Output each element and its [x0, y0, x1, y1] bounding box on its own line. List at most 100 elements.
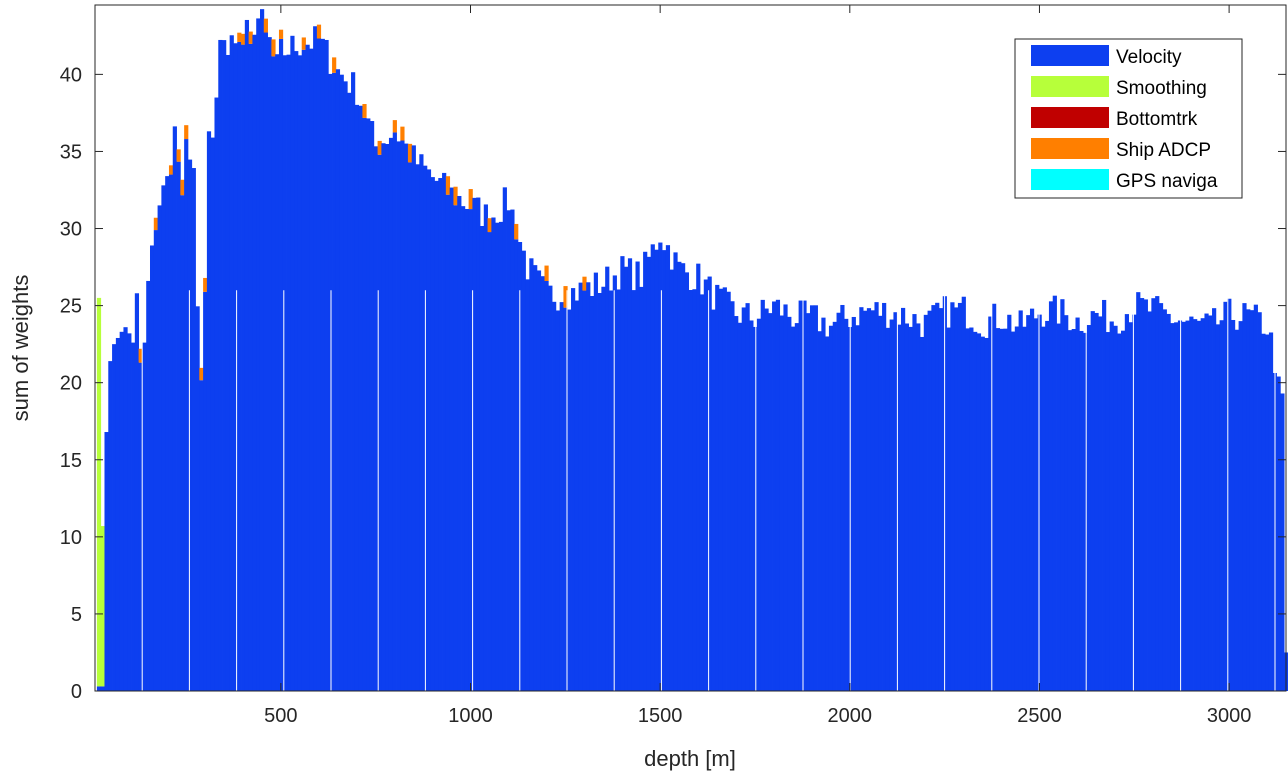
bar-velocity	[290, 35, 295, 692]
bar-velocity	[199, 380, 204, 691]
bar-velocity	[912, 314, 917, 691]
bar-velocity	[582, 290, 587, 691]
bar-velocity	[897, 324, 902, 691]
bar-velocity	[453, 205, 458, 691]
bar-velocity	[123, 327, 128, 691]
bar-velocity	[392, 132, 397, 692]
bar-velocity	[919, 336, 925, 691]
bar-velocity	[153, 230, 158, 692]
bar-velocity	[168, 174, 174, 692]
bar-ship-adcp	[237, 32, 242, 42]
bar-velocity	[233, 43, 238, 691]
bar-velocity	[794, 323, 800, 691]
bar-velocity	[332, 72, 337, 691]
bar-velocity	[1102, 299, 1107, 691]
bar-velocity	[210, 137, 215, 691]
bar-velocity	[665, 245, 671, 691]
bar-velocity	[866, 308, 872, 691]
bar-velocity	[1143, 299, 1148, 691]
bar-velocity	[730, 301, 735, 691]
bar-velocity	[935, 302, 940, 691]
legend-swatch-bottomtrk	[1031, 107, 1109, 128]
bar-velocity	[1113, 325, 1118, 691]
bar-velocity	[980, 336, 985, 691]
bar-velocity	[1011, 331, 1016, 691]
bar-velocity	[677, 261, 682, 691]
bar-velocity	[859, 307, 864, 691]
axis-ticks	[95, 5, 1286, 692]
bar-velocity	[1136, 292, 1141, 691]
bar-velocity	[901, 307, 906, 691]
bar-velocity	[115, 337, 121, 691]
bar-velocity	[1242, 303, 1247, 691]
bar-velocity	[506, 210, 511, 691]
bar-velocity	[1018, 310, 1023, 691]
bar-velocity	[544, 280, 549, 691]
bar-ship-adcp	[514, 223, 519, 240]
bar-velocity	[1185, 320, 1190, 691]
bar-velocity	[502, 187, 507, 691]
bar-velocity	[809, 305, 815, 691]
bar-velocity	[825, 336, 830, 691]
bar-velocity	[1003, 328, 1008, 691]
bar-velocity	[817, 331, 822, 691]
bar-velocity	[461, 206, 466, 692]
bar-ship-adcp	[392, 120, 397, 133]
bar-velocity	[753, 326, 758, 691]
bar-velocity	[1067, 330, 1073, 691]
bar-velocity	[957, 302, 963, 691]
bar-velocity	[297, 55, 303, 692]
bar-velocity	[658, 242, 663, 691]
bar-ship-adcp	[468, 189, 473, 210]
x-tick-label: 500	[264, 705, 297, 727]
bar-velocity	[1139, 298, 1145, 691]
bar-velocity	[578, 282, 583, 691]
bar-velocity	[1060, 299, 1065, 691]
bar-velocity	[119, 331, 124, 691]
bar-velocity	[726, 291, 731, 691]
bar-velocity	[798, 300, 803, 691]
bar-velocity	[722, 287, 727, 691]
bar-velocity	[237, 41, 242, 692]
bar-velocity	[1204, 313, 1209, 691]
bar-velocity	[1064, 315, 1069, 691]
bar-velocity	[882, 302, 887, 691]
bar-smoothing	[96, 297, 102, 687]
bar-velocity	[844, 318, 849, 691]
bar-velocity	[263, 32, 268, 691]
bar-velocity	[305, 44, 310, 691]
legend-swatch-smoothing	[1031, 76, 1109, 97]
bar-velocity	[711, 309, 716, 691]
bar-velocity	[411, 145, 416, 691]
bar-ship-adcp	[153, 217, 158, 231]
bar-velocity	[973, 331, 978, 691]
bar-velocity	[252, 34, 257, 691]
bar-velocity	[301, 49, 306, 692]
bar-velocity	[1276, 376, 1281, 691]
bar-ship-adcp	[248, 31, 253, 44]
bar-velocity	[187, 159, 193, 692]
bar-smoothing	[100, 526, 105, 687]
bar-velocity	[275, 54, 280, 692]
bar-ship-adcp	[563, 286, 568, 308]
bar-velocity	[1147, 311, 1152, 691]
bar-velocity	[449, 187, 454, 691]
bar-velocity	[366, 118, 371, 691]
bar-velocity	[464, 208, 470, 691]
bar-velocity	[373, 146, 378, 691]
bar-velocity	[1124, 314, 1129, 691]
bar-velocity	[1079, 330, 1084, 691]
y-axis-label: sum of weights	[8, 275, 33, 422]
bar-velocity	[1037, 314, 1042, 691]
bar-velocity	[415, 164, 420, 691]
bar-velocity	[688, 290, 693, 691]
bar-velocity	[775, 299, 781, 691]
bar-velocity	[836, 312, 841, 691]
plot-frame	[94, 4, 1287, 692]
bar-velocity	[335, 69, 341, 692]
bar-velocity	[692, 289, 697, 691]
bar-velocity	[339, 74, 344, 692]
bar-velocity	[813, 305, 818, 691]
bar-velocity	[1193, 319, 1198, 691]
bar-velocity	[203, 291, 208, 691]
